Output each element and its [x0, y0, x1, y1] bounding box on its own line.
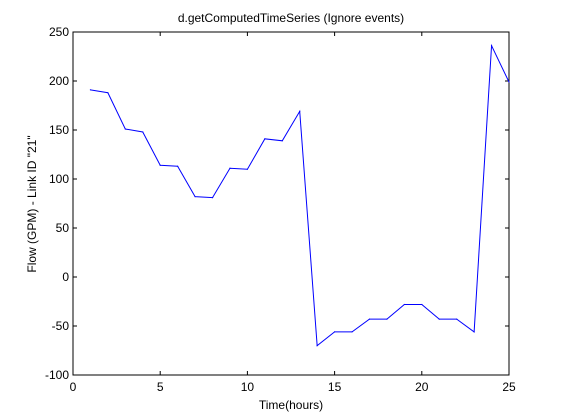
- data-point: [142, 131, 144, 133]
- x-axis-ticks: 0 5 10 15 20 25: [70, 32, 516, 394]
- y-tick-label: -50: [52, 319, 70, 333]
- data-point: [194, 196, 196, 198]
- data-point: [351, 331, 353, 333]
- data-point: [316, 345, 318, 347]
- x-tick-label: 10: [241, 380, 255, 394]
- y-tick-label: 0: [62, 270, 69, 284]
- x-tick-label: 0: [70, 380, 77, 394]
- data-point: [264, 138, 266, 140]
- data-point: [438, 318, 440, 320]
- chart-title: d.getComputedTimeSeries (Ignore events): [178, 11, 404, 25]
- data-point: [159, 164, 161, 166]
- x-tick-label: 20: [415, 380, 429, 394]
- x-tick-label: 5: [157, 380, 164, 394]
- data-point: [229, 167, 231, 169]
- data-point: [473, 331, 475, 333]
- x-axis-label: Time(hours): [259, 398, 323, 412]
- y-tick-label: 250: [49, 25, 69, 39]
- data-point: [89, 89, 92, 91]
- data-point: [421, 303, 423, 306]
- y-axis-ticks: -100 -50 0 50 100 150 200 250: [45, 25, 509, 382]
- x-tick-label: 15: [328, 380, 342, 394]
- y-tick-label: 50: [56, 221, 70, 235]
- data-point: [281, 140, 283, 142]
- data-point: [334, 331, 336, 333]
- data-point: [299, 110, 301, 112]
- data-point: [368, 318, 371, 320]
- y-tick-label: -100: [45, 368, 69, 382]
- x-tick-label: 25: [502, 380, 516, 394]
- y-tick-label: 200: [49, 74, 69, 88]
- data-point: [246, 168, 248, 170]
- data-point: [403, 303, 405, 306]
- data-point: [211, 197, 214, 199]
- data-point: [177, 165, 179, 167]
- y-axis-label: Flow (GPM) - Link ID "21": [25, 135, 39, 272]
- data-point: [124, 128, 126, 130]
- data-point: [386, 318, 388, 320]
- series-layer: [89, 43, 510, 347]
- y-tick-label: 150: [49, 123, 69, 137]
- data-point: [508, 81, 510, 83]
- y-tick-label: 100: [49, 172, 69, 186]
- data-point: [107, 92, 109, 94]
- data-point: [456, 318, 458, 320]
- plot-area: [72, 31, 510, 376]
- data-point: [490, 45, 493, 47]
